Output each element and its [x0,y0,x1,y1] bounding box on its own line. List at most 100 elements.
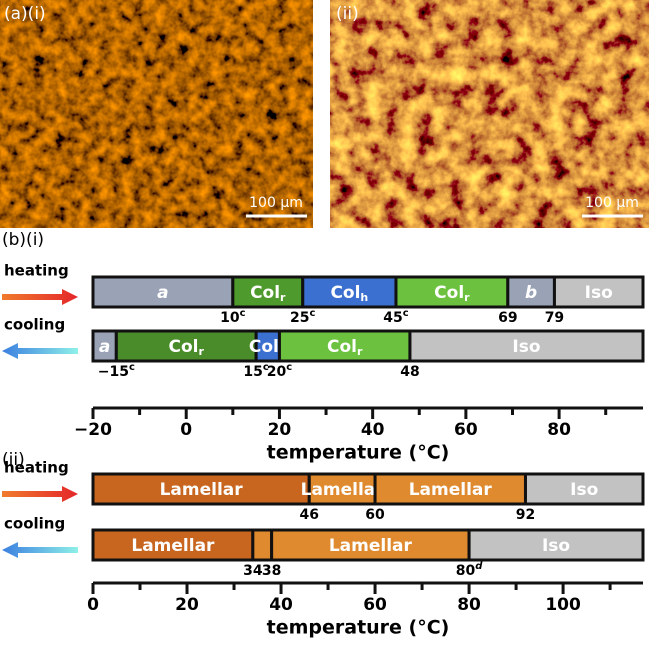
boundary-label: 60 [365,507,385,523]
phase-name: Lamellar [329,536,413,556]
arrow [2,486,78,502]
phase-name: Col [434,283,464,303]
phase-name: Iso [512,337,540,357]
x-axis-label: temperature (°C) [267,617,450,639]
boundary-label: 20c [267,362,292,380]
phase-segment [408,329,645,363]
phase-label: Colr [169,337,205,358]
phase-segment [394,275,510,309]
boundary-superscript: c [263,362,269,373]
arrow [2,289,78,305]
phase-subscript: h [360,291,368,304]
boundary-value: 79 [545,310,564,326]
phase-segment [251,528,274,562]
phase-label: Iso [542,536,570,556]
phase-name: Lamellar [160,480,244,500]
micrograph-texture [330,0,649,228]
panel-label: (ii) [2,450,25,470]
boundary-value: 48 [400,364,419,380]
panel-label: (b)(i) [2,230,44,250]
phase-label: b [525,283,537,303]
phase-subscript: r [464,291,470,304]
phase-name: Lamellar [131,536,215,556]
arrow [2,542,78,558]
boundary-label: 92 [516,507,535,523]
phase-segment [467,528,645,562]
phase-label: Lamellar [329,536,413,556]
phase-label: Lamellar [160,480,244,500]
phase-label: Lamellar [131,536,215,556]
boundary-value: 80 [456,563,476,579]
phase-label: Iso [570,480,598,500]
x-tick-label: 20 [175,595,199,615]
phase-label: Iso [585,283,613,303]
phase-name: Iso [585,283,613,303]
phase-segment [91,528,255,562]
boundary-superscript: c [403,308,409,319]
phase-label: Lamellar [301,480,385,500]
boundary-superscript: c [310,308,316,319]
boundary-value: 69 [498,310,517,326]
boundary-label: 45c [383,308,408,326]
phase-label: Colr [250,283,286,304]
boundary-value: 60 [365,507,385,523]
boundary-value: 45 [383,310,402,326]
boundary-value: 46 [299,507,318,523]
phase-name: a [157,283,168,303]
phase-subscript: r [280,291,286,304]
phase-name: Col [249,337,279,357]
phase-name: Iso [542,536,570,556]
boundary-value: 25 [290,310,309,326]
boundary-label: 79 [545,310,564,326]
row-label: heating [4,459,69,477]
phase-subscript: r [198,345,204,358]
phase-label: Lamellar [409,480,493,500]
boundary-label: 25c [290,308,315,326]
phase-label: Colr [434,283,470,304]
phase-name: Col [327,337,357,357]
phase-label: a [99,337,110,357]
phase-segment [270,528,471,562]
boundary-superscript: c [240,308,246,319]
phase-segment [523,472,645,506]
boundary-value: 10 [220,310,240,326]
boundary-label: 80d [456,561,483,579]
boundary-label: 10c [220,308,245,326]
x-tick-label: 20 [268,420,292,440]
x-tick-label: −20 [74,420,112,440]
boundary-label: 15c [243,362,268,380]
phase-segment [307,472,377,506]
boundary-label: −15c [98,362,135,380]
row-label: cooling [4,515,65,533]
x-tick-label: 40 [361,420,385,440]
x-tick-label: 0 [87,595,99,615]
boundary-superscript: c [286,362,292,373]
phase-name: Col [330,283,360,303]
panel-label: (a)(i) [4,4,46,24]
x-tick-label: 60 [363,595,387,615]
x-tick-label: 100 [545,595,581,615]
phase-subscript: r [357,345,363,358]
phase-name: Col [169,337,199,357]
boundary-label: 48 [400,364,419,380]
micrograph-texture [0,0,313,228]
phase-segment [91,275,235,309]
x-tick-label: 60 [454,420,478,440]
phase-label: Colh [330,283,368,304]
phase-label: Colr [327,337,363,358]
boundary-label: 34 [243,563,263,579]
phase-name: Iso [570,480,598,500]
phase-label: Iso [512,337,540,357]
scale-label: 100 μm [585,195,639,211]
x-tick-label: 80 [547,420,571,440]
panel-label: (ii) [336,4,359,24]
scale-label: 100 μm [249,195,303,211]
x-tick-label: 0 [180,420,192,440]
row-label: heating [4,262,69,280]
boundary-value: −15 [98,364,129,380]
phase-name: Col [250,283,280,303]
boundary-label: 38 [262,563,281,579]
phase-name: Lamellar [301,480,385,500]
boundary-superscript: c [129,362,135,373]
